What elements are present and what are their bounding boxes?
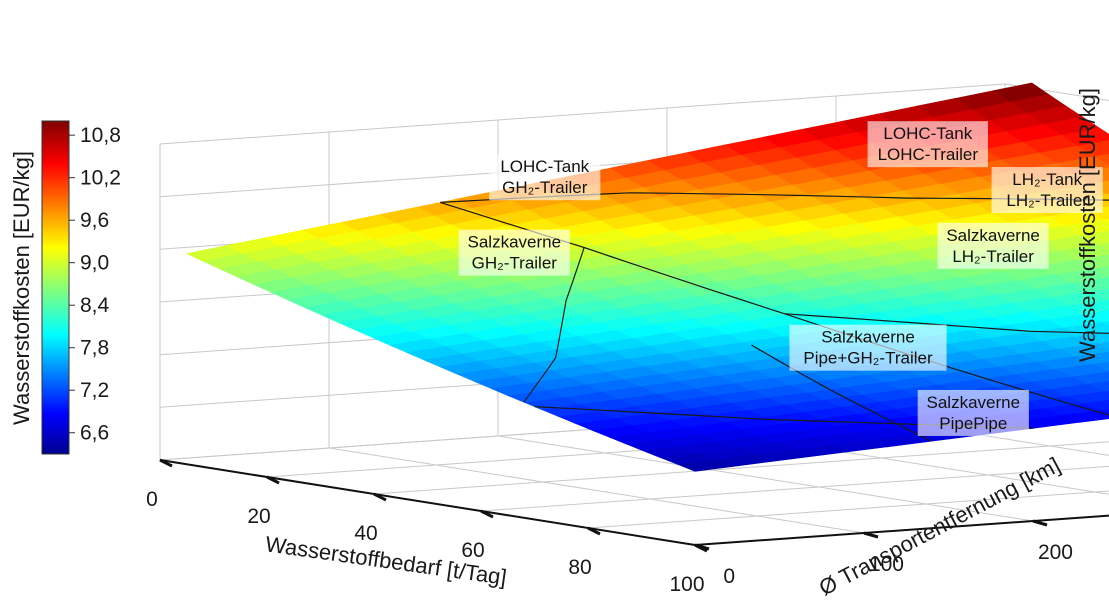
- floor-grid-line: [266, 416, 1109, 478]
- region-label: Salzkaverne PipePipe: [917, 389, 1029, 436]
- region-label-text: Salzkaverne: [927, 393, 1021, 412]
- colorbar-gradient: [41, 120, 70, 455]
- region-label-text: LH₂-Tank: [1012, 170, 1082, 189]
- x-tick-mark: [587, 526, 601, 536]
- region-label: Salzkaverne GH₂-Trailer: [458, 229, 570, 276]
- axes: 0204060801000100200300400500567891011: [146, 458, 1109, 596]
- region-label-box: [789, 324, 947, 371]
- y-tick-mark: [863, 531, 879, 539]
- floor-grid-line: [373, 441, 1109, 495]
- region-label-box: [458, 229, 570, 276]
- region-label: LH₂-Tank LH₂-Trailer: [991, 167, 1103, 214]
- x-axis-line: [159, 459, 696, 546]
- colorbar: 6,6 7,2 7,8 8,4 9,0 9,6 10,2 10,8: [41, 120, 121, 455]
- region-label-box: [867, 121, 988, 168]
- region-boundary-line: [751, 344, 932, 442]
- x-tick-mark: [266, 475, 280, 485]
- region-label-text: LOHC-Tank: [500, 157, 589, 176]
- y-tick-mark: [1032, 519, 1048, 527]
- region-label: Salzkaverne Pipe+GH₂-Trailer: [789, 324, 947, 371]
- x-tick-label: 20: [247, 505, 270, 528]
- region-label-text: LH₂-Trailer: [952, 247, 1034, 266]
- y-tick-label: 0: [723, 565, 735, 588]
- colorbar-tick-label: 9,6: [80, 209, 109, 232]
- region-label-text: LOHC-Trailer: [878, 145, 979, 164]
- region-boundary-line: [523, 247, 585, 403]
- region-label-text: PipePipe: [939, 414, 1007, 433]
- region-label-box: [937, 222, 1049, 269]
- region-label-text: Salzkaverne: [468, 233, 562, 252]
- region-label-box: [991, 167, 1103, 214]
- surface-cell: [677, 459, 734, 472]
- colorbar-label: Wasserstoffkosten [EUR/kg]: [9, 151, 34, 425]
- colorbar-tick-label: 10,8: [80, 124, 121, 147]
- colorbar-tick-label: 8,4: [80, 294, 110, 317]
- region-label-text: LH₂-Trailer: [1006, 191, 1088, 210]
- x-tick-label: 0: [146, 488, 158, 511]
- region-label-text: LOHC-Tank: [883, 124, 972, 143]
- x-tick-mark: [373, 492, 387, 502]
- region-label-text: GH₂-Trailer: [502, 178, 588, 197]
- x-tick-label: 100: [669, 573, 704, 596]
- x-tick-label: 80: [568, 556, 591, 579]
- x-tick-mark: [480, 509, 494, 519]
- x-tick-label: 40: [354, 522, 377, 545]
- surface-cell: [1097, 242, 1109, 252]
- region-boundary-line: [784, 313, 1109, 334]
- colorbar-tick-label: 7,2: [80, 379, 109, 402]
- y-tick-label: 200: [1038, 541, 1073, 564]
- colorbar-tick-label: 10,2: [80, 167, 121, 190]
- colorbar-tick-label: 7,8: [80, 337, 109, 360]
- floor-grid-line: [587, 490, 1109, 529]
- region-label-box: [489, 154, 601, 201]
- region-label-box: [917, 389, 1029, 436]
- y-axis-line: [694, 514, 1109, 546]
- region-labels: LOHC-Tank LOHC-Trailer LH₂-Tank LH₂-Trailer…: [458, 121, 1103, 436]
- region-label-text: Salzkaverne: [946, 226, 1040, 245]
- y-axis-label: Ø Transportentfernung [km]: [815, 452, 1064, 600]
- region-boundary-line: [440, 201, 1109, 416]
- region-label-text: Salzkaverne: [821, 328, 915, 347]
- region-label: Salzkaverne LH₂-Trailer: [937, 222, 1049, 269]
- y-tick-mark: [694, 543, 710, 551]
- region-label-text: Pipe+GH₂-Trailer: [803, 349, 933, 368]
- region-label: LOHC-Tank LOHC-Trailer: [867, 121, 988, 168]
- region-label-text: GH₂-Trailer: [472, 254, 558, 273]
- floor-grid-line: [480, 465, 1109, 512]
- y-tick-label: 100: [869, 553, 904, 576]
- x-tick-label: 60: [461, 539, 484, 562]
- x-tick-mark: [159, 458, 173, 468]
- wall-grid-line: [159, 83, 1109, 145]
- region-label: LOHC-Tank GH₂-Trailer: [489, 154, 601, 201]
- colorbar-tick-label: 9,0: [80, 252, 109, 275]
- colorbar-tick-label: 6,6: [80, 422, 109, 445]
- z-axis-label: Wasserstoffkosten [EUR/kg]: [1075, 88, 1100, 362]
